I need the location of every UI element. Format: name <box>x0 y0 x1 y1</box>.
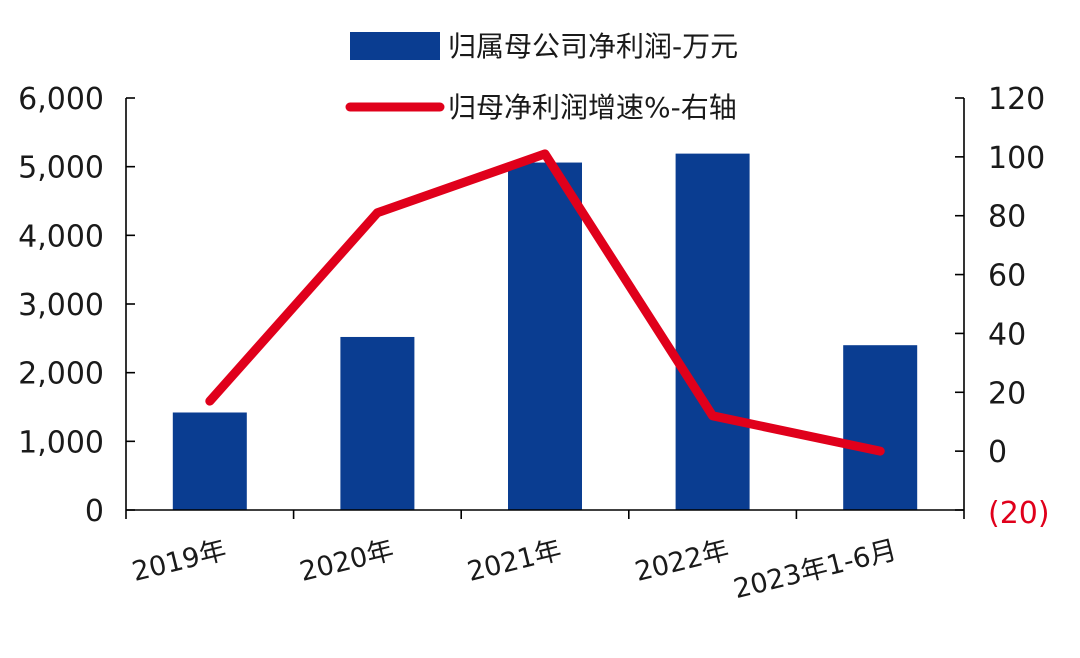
left-y-tick-label: 1,000 <box>18 425 104 460</box>
line-point <box>879 450 882 453</box>
legend: 归属母公司净利润-万元 归母净利润增速%-右轴 <box>345 30 738 124</box>
x-category-label: 2022年 <box>632 535 732 588</box>
bar <box>843 345 918 510</box>
bar-series <box>172 153 918 510</box>
legend-bar-swatch <box>350 32 440 60</box>
bar <box>172 412 247 510</box>
bar <box>508 162 582 510</box>
left-y-tick-label: 5,000 <box>18 151 104 186</box>
left-y-tick-label: 2,000 <box>18 357 104 392</box>
right-y-tick-label: 120 <box>988 82 1045 117</box>
x-category-label: 2020年 <box>297 535 397 588</box>
left-y-tick-label: 6,000 <box>18 82 104 117</box>
right-y-tick-label: 20 <box>988 376 1026 411</box>
x-category-label: 2021年 <box>464 535 564 588</box>
x-category-label: 2023年1-6月 <box>731 535 900 605</box>
right-y-tick-label: 80 <box>988 200 1026 235</box>
line-point <box>711 414 714 417</box>
line-point <box>208 400 211 403</box>
right-y-tick-label: (20) <box>988 496 1050 531</box>
left-y-tick-label: 0 <box>85 494 104 529</box>
left-y-tick-label: 3,000 <box>18 288 104 323</box>
right-y-tick-label: 40 <box>988 317 1026 352</box>
line-point <box>376 211 379 214</box>
x-category-label: 2019年 <box>129 535 229 588</box>
bar <box>675 153 750 510</box>
line-point <box>544 152 546 155</box>
left-y-tick-label: 4,000 <box>18 219 104 254</box>
line-series <box>205 149 885 456</box>
legend-bar-label: 归属母公司净利润-万元 <box>448 30 738 63</box>
right-y-tick-label: 100 <box>988 141 1045 176</box>
legend-line-label: 归母净利润增速%-右轴 <box>448 91 737 124</box>
right-y-tick-label: 60 <box>988 259 1026 294</box>
right-y-tick-label: 0 <box>988 435 1007 470</box>
bar <box>340 336 415 510</box>
